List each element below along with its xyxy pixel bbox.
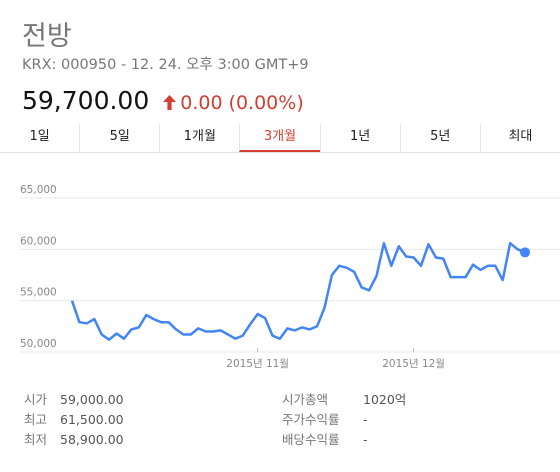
stat-right-label: 시가총액 bbox=[282, 392, 329, 407]
tab-4[interactable]: 1년 bbox=[319, 124, 400, 152]
tab-1[interactable]: 5일 bbox=[79, 124, 159, 152]
change-value: 0.00 bbox=[180, 92, 223, 114]
current-price: 59,700.00 bbox=[22, 86, 150, 115]
y-tick-label: 50,000 bbox=[20, 338, 57, 350]
stat-left-row: 최저 58,900.00 bbox=[24, 430, 124, 450]
up-arrow-icon bbox=[163, 93, 177, 110]
stat-left-value: 59,000.00 bbox=[60, 392, 124, 407]
price-change: 0.00 (0.00%) bbox=[163, 92, 304, 114]
stat-left-label: 최저 bbox=[24, 432, 48, 447]
stat-left-label: 최고 bbox=[24, 412, 48, 427]
stat-right-value: - bbox=[363, 412, 368, 427]
last-price-point bbox=[520, 247, 530, 258]
price-series-line bbox=[70, 241, 526, 341]
stat-right-value: - bbox=[363, 432, 368, 447]
stat-right-row: 주가수익률 - bbox=[282, 410, 406, 430]
tab-5[interactable]: 5년 bbox=[399, 124, 480, 152]
price-chart: 50,000 55,000 60,000 65,000 2015년 11월 2015년 1… bbox=[20, 184, 560, 370]
stats-left: 시가 59,000.00 최고 61,500.00 최저 58,900.00 bbox=[24, 390, 124, 450]
stat-left-row: 시가 59,000.00 bbox=[24, 390, 124, 410]
stat-right-row: 배당수익률 - bbox=[282, 430, 406, 450]
change-percent: (0.00%) bbox=[228, 92, 304, 114]
tab-2[interactable]: 1개월 bbox=[159, 124, 239, 152]
y-tick-label: 65,000 bbox=[20, 184, 57, 196]
tab-3[interactable]: 3개월 bbox=[239, 124, 320, 152]
stat-right-value: 1020억 bbox=[363, 392, 407, 407]
stat-right-label: 배당수익률 bbox=[282, 432, 340, 447]
y-tick-label: 60,000 bbox=[20, 235, 57, 247]
stock-title: 전방 bbox=[22, 21, 72, 52]
x-tick-label: 2015년 12월 bbox=[382, 358, 445, 370]
range-tabs: 1일 5일 1개월 3개월 1년 5년 최대 bbox=[0, 124, 560, 153]
tab-0[interactable]: 1일 bbox=[29, 129, 50, 144]
stat-left-value: 61,500.00 bbox=[60, 412, 124, 427]
y-tick-label: 55,000 bbox=[20, 287, 57, 299]
stock-subtitle: KRX: 000950 - 12. 24. 오후 3:00 GMT+9 bbox=[22, 57, 309, 73]
stat-left-value: 58,900.00 bbox=[60, 432, 124, 447]
x-tick-label: 2015년 11월 bbox=[226, 358, 289, 370]
tab-6[interactable]: 최대 bbox=[479, 124, 560, 152]
price-row: 59,700.00 0.00 (0.00%) bbox=[22, 86, 304, 115]
stat-left-label: 시가 bbox=[24, 392, 48, 407]
stat-right-row: 시가총액 1020억 bbox=[282, 390, 406, 410]
stat-left-row: 최고 61,500.00 bbox=[24, 410, 124, 430]
stat-right-label: 주가수익률 bbox=[282, 412, 340, 427]
